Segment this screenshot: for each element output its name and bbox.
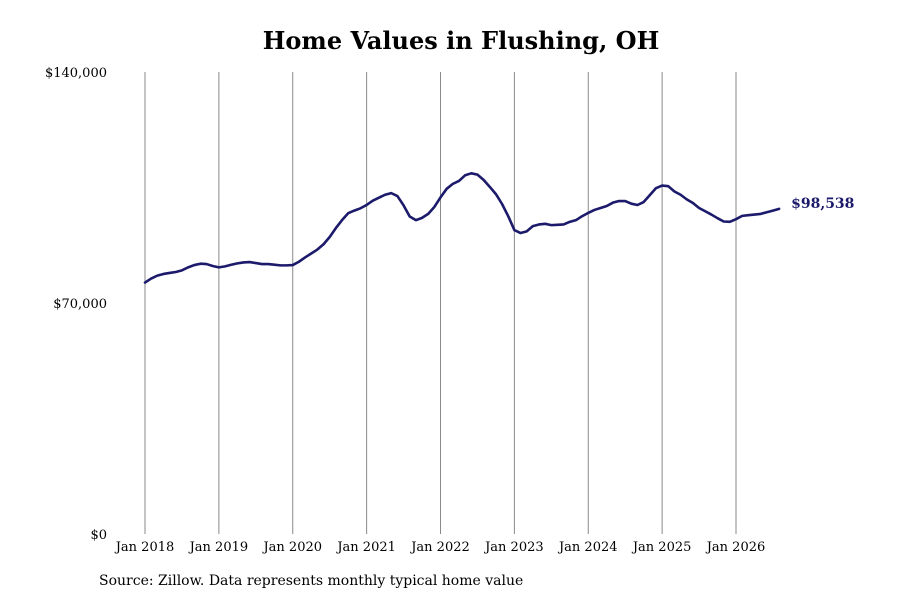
- x-axis-ticks: Jan 2018 Jan 2019 Jan 2020 Jan 2021 Jan 2022…: [114, 540, 766, 555]
- x-tick-label: Jan 2022: [409, 540, 470, 555]
- x-tick-label: Jan 2021: [335, 540, 396, 555]
- series-line: [143, 172, 781, 284]
- end-value-label: $98,538: [791, 196, 854, 212]
- y-tick-label: $0: [90, 528, 107, 543]
- x-tick-label: Jan 2023: [483, 540, 544, 555]
- x-tick-label: Jan 2018: [114, 540, 175, 555]
- chart-title: Home Values in Flushing, OH: [262, 26, 660, 55]
- y-tick-label: $70,000: [53, 297, 107, 312]
- x-tick-label: Jan 2024: [557, 540, 618, 555]
- x-tick-label: Jan 2026: [705, 540, 766, 555]
- x-tick-label: Jan 2025: [631, 540, 692, 555]
- y-axis-ticks: $0 $70,000 $140,000: [45, 66, 107, 543]
- y-tick-label: $140,000: [45, 66, 107, 81]
- gridlines: [144, 72, 737, 534]
- source-note: Source: Zillow. Data represents monthly …: [99, 573, 524, 589]
- x-tick-label: Jan 2020: [261, 540, 322, 555]
- series-group: $98,538: [143, 172, 854, 284]
- x-tick-label: Jan 2019: [188, 540, 249, 555]
